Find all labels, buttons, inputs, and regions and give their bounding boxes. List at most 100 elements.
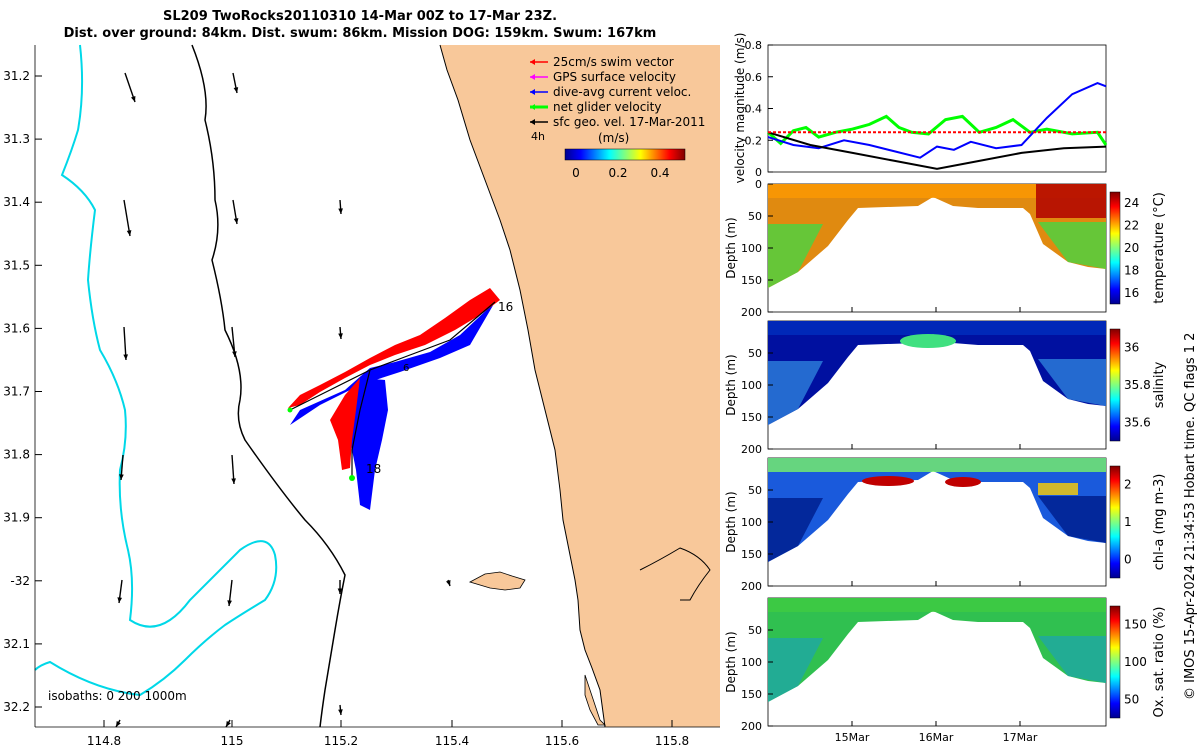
isobath-label: isobaths: 0 200 1000m — [48, 689, 187, 703]
section-data-fill — [768, 458, 1106, 562]
map-y-tick-label: 31.7 — [3, 385, 30, 399]
legend-label: net glider velocity — [553, 100, 661, 114]
section-colorbar-label: temperature (°C) — [1152, 192, 1167, 304]
section-deep-east — [1038, 496, 1106, 543]
geo-velocity-arrowhead — [117, 597, 123, 603]
section-colorbar-label: Ox. sat. ratio (%) — [1152, 607, 1167, 718]
section-colorbar-tick: 16 — [1124, 286, 1139, 300]
map-x-tick-label: 115.4 — [435, 734, 469, 748]
section-colorbar-tick: 150 — [1124, 618, 1147, 632]
section-colorbar-tick: 36 — [1124, 341, 1139, 355]
swim-swath-red — [288, 288, 500, 408]
track-label-16: 16 — [498, 300, 513, 314]
chart-title-line2: Dist. over ground: 84km. Dist. swum: 86k… — [63, 26, 657, 41]
section-deep-east — [1038, 359, 1106, 406]
legend-label: sfc geo. vel. 17-Mar-2011 — [553, 115, 705, 129]
section-deep-west — [768, 498, 823, 562]
isobath-200m — [191, 44, 346, 728]
section-surface-layer — [768, 458, 1106, 472]
section-deep-west — [768, 224, 823, 288]
map-y-tick-label: 31.3 — [3, 132, 30, 146]
section-colorbar-tick: 0 — [1124, 552, 1132, 566]
section-colorbar — [1109, 465, 1121, 579]
section-colorbar-tick: 18 — [1124, 263, 1139, 277]
geo-velocity-arrowhead — [231, 478, 236, 484]
section-colorbar-label: salinity — [1152, 361, 1167, 408]
section-y-tick-label: 50 — [748, 210, 762, 223]
geo-velocity-arrowhead — [126, 230, 132, 236]
map-y-tick-label: 32.2 — [3, 700, 30, 714]
geo-velocity-arrowhead — [233, 218, 239, 224]
map-y-tick-label: 31.2 — [3, 69, 30, 83]
map-tick-labels: 114.8 115 115.2 115.4 115.6 115.8 31.2 31.3 31.4… — [3, 69, 689, 748]
section-deep-east — [1038, 222, 1106, 269]
map-x-tick-label: 115.2 — [324, 734, 358, 748]
section-ylabel: Depth (m) — [724, 354, 738, 415]
velocity-y-tick-label: 0 — [755, 166, 762, 179]
map-x-tick-label: 115.6 — [545, 734, 579, 748]
imos-credit: © IMOS 15-Apr-2024 21:34:53 Hobart time.… — [1183, 332, 1198, 700]
geo-velocity-arrowhead — [123, 354, 128, 360]
map-y-tick-label: 31.8 — [3, 448, 30, 462]
isobath-1000m — [34, 44, 278, 697]
section-y-tick-label: 200 — [741, 580, 762, 593]
map-colorbar-label: (m/s) — [598, 131, 629, 145]
legend-arrowhead — [530, 89, 535, 95]
section-colorbar — [1109, 605, 1121, 719]
map-y-tick-label: 32.1 — [3, 637, 30, 651]
velocity-y-tick-label: 0.6 — [745, 71, 763, 84]
legend-arrowhead — [530, 119, 535, 125]
section-colorbar — [1109, 191, 1121, 305]
track-label-6: 6 — [403, 363, 409, 374]
section-colorbar-tick: 2 — [1124, 478, 1132, 492]
section-surface-layer — [768, 184, 1106, 198]
x-tick-15mar: 15Mar — [835, 731, 870, 744]
velocity-y-tick-label: 0.2 — [745, 134, 763, 147]
section-y-tick-label: 50 — [748, 484, 762, 497]
section-y-tick-label: 0 — [755, 178, 762, 191]
section-y-tick-label: 150 — [741, 548, 762, 561]
section-y-tick-label: 100 — [741, 379, 762, 392]
section-y-tick-label: 100 — [741, 516, 762, 529]
glider-west-marker — [287, 407, 293, 413]
legend-label: dive-avg current veloc. — [553, 85, 691, 99]
geo-velocity-arrowhead — [338, 333, 343, 339]
rottnest-island — [468, 571, 526, 591]
current-swath-blue — [290, 302, 495, 425]
section-y-tick-label: 100 — [741, 242, 762, 255]
section-surface-layer — [768, 321, 1106, 335]
geo-velocity-arrowhead — [232, 351, 237, 357]
section-y-tick-label: 150 — [741, 411, 762, 424]
section-y-tick-label: 200 — [741, 443, 762, 456]
legend-label: 25cm/s swim vector — [553, 55, 674, 69]
swan-river — [639, 547, 711, 601]
map-colorbar — [564, 148, 686, 161]
section-colorbar-tick: 35.6 — [1124, 415, 1151, 429]
section-colorbar-tick: 1 — [1124, 515, 1132, 529]
section-y-tick-label: 150 — [741, 274, 762, 287]
map-y-tick-label: 31.5 — [3, 258, 30, 272]
legend-note-4h: 4h — [531, 130, 545, 143]
section-data-fill — [768, 184, 1106, 288]
section-y-tick-label: 150 — [741, 688, 762, 701]
section-ylabel: Depth (m) — [724, 631, 738, 692]
map-y-tick-label: 31.6 — [3, 321, 30, 335]
section-panel: Depth (m) 0 50 100 150 200 16 18 20 22 24 temperatu… — [724, 178, 1167, 319]
geo-velocity-arrowhead — [338, 208, 343, 214]
map-panel: 114.8 115 115.2 115.4 115.6 115.8 31.2 31.3 31.4… — [3, 44, 720, 748]
map-colorbar-tick-0: 0 — [572, 166, 580, 180]
section-hotspot — [1038, 483, 1078, 495]
section-hotspot — [1036, 184, 1106, 218]
velocity-y-tick-label: 0.4 — [745, 103, 763, 116]
legend-arrowhead — [530, 59, 535, 65]
geo-velocity-arrowhead — [226, 721, 231, 727]
map-y-tick-label: 31.4 — [3, 195, 30, 209]
geo-velocity-arrowhead — [116, 721, 121, 727]
geo-velocity-arrowhead — [130, 96, 136, 102]
legend-label: GPS surface velocity — [553, 70, 676, 84]
section-panel: Depth (m) 50 100 150 200 0 1 2 chl-a (mg m-3) — [724, 457, 1167, 593]
section-panel: Depth (m) 50 100 150 200 50 100 150 Ox. sat. rat… — [724, 597, 1167, 733]
section-colorbar-tick: 20 — [1124, 241, 1139, 255]
